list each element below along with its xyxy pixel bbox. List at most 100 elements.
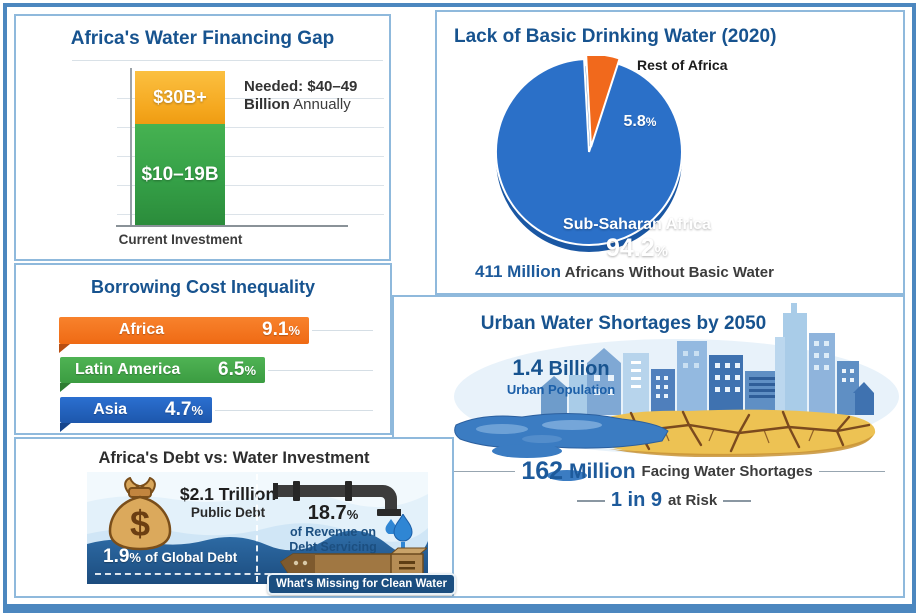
urban-population-stat: 1.4 Billion Urban Population [486,355,636,397]
panel-debt-vs-water: Africa's Debt vs: Water Investment [14,437,456,598]
revenue-unit: % [346,507,359,522]
faucet-pipe-icon [273,481,401,534]
value-unit: % [288,323,300,338]
public-debt-stat: $2.1 Trillion Public Debt [169,484,287,520]
bar-africa: Africa 9.1% [59,317,309,353]
shortage-number: 162 [521,457,564,485]
dashed-waterline [95,573,420,575]
water-drop-up-icon [393,514,413,550]
puddle-icon [492,444,562,458]
title-separator [72,60,383,61]
bar-latin-america: Latin America 6.5% [60,357,265,392]
global-debt-number: 1.9 [103,546,130,567]
panel-financing-gap: Africa's Water Financing Gap $30B+ $10–1… [14,14,391,261]
bar-label: Latin America [75,361,181,378]
bar-asia: Asia 4.7% [60,397,212,432]
dash-line [723,499,752,502]
population-value: 1.4 Billion [486,355,636,381]
x-axis-label: Current Investment [118,232,243,247]
debt-amount-value: $2.1 Trillion [179,484,277,504]
gridline [117,98,384,99]
caption-rest: Africans Without Basic Water [564,264,774,281]
water-pool-icon [454,412,669,449]
pie-minor-slice-label: Rest of Africa [637,57,728,73]
pie-major-label: Sub-Saharan Africa [563,216,711,233]
dash-line [576,499,605,502]
borrowing-title: Borrowing Cost Inequality [90,277,315,297]
panel-urban-shortages: Urban Water Shortages by 2050 [392,295,905,598]
shortage-stat-row: 162 Million Facing Water Shortages [449,457,885,486]
value-unit: % [244,363,256,378]
dollar-icon: $ [130,503,150,544]
value-number: 9.1 [262,319,289,340]
pie-title: Lack of Basic Drinking Water (2020) [454,26,777,47]
needed-line1: Needed: $40–49 [244,78,358,95]
revenue-stat: 18.7% of Revenue on Debt Servicing [277,502,389,554]
caption-strong: 411 Million [475,262,561,281]
population-unit: Billion [548,358,610,380]
dashed-divider [256,474,258,582]
needed-regular: Annually [293,96,351,113]
bar-label: Africa [118,321,165,338]
value-unit: % [191,403,203,418]
gridline [117,214,384,215]
panel-borrowing-cost: Borrowing Cost Inequality Africa 9.1% La… [14,263,392,435]
rule-line [449,471,516,472]
value-number: 6.5 [218,359,245,380]
risk-stat-row: 1 in 9 at Risk [449,489,885,512]
revenue-value: 18.7% [277,502,389,525]
major-number: 94.2 [605,234,655,262]
value-number: 4.7 [165,399,192,420]
minor-unit: % [645,115,657,129]
population-number: 1.4 [512,355,543,380]
major-unit: % [654,243,668,260]
shortage-label: Facing Water Shortages [641,463,813,480]
gridline [312,330,373,331]
pie-icon [494,52,683,252]
bar-value: 4.7% [165,397,203,423]
missing-water-badge: What's Missing for Clean Water [267,573,456,595]
city-skyline-icon [539,303,874,415]
stacked-bar-segment-current: $10–19B [135,124,225,225]
global-debt-unit: % [129,550,141,565]
bar-value: 6.5% [218,357,256,383]
risk-label: at Risk [667,492,718,509]
money-bag-icon: $ [108,477,172,551]
gridline [268,370,373,371]
population-label: Urban Population [506,382,616,397]
ribbon-fold [60,423,71,432]
gridline [215,410,373,411]
gridline [117,156,384,157]
puddle-icon [547,470,587,481]
bar-value: 9.1% [262,317,300,344]
debt-illustration: $ $2.1 Trillion Public Debt 1.9% of Globa… [87,472,456,595]
stacked-bar-segment-gap: $30B+ [135,71,225,124]
global-debt-label: of Global Debt [144,550,238,565]
needed-bold: Billion [244,96,290,113]
pie-caption: 411 Million Africans Without Basic Water [442,262,807,282]
debt-title: Africa's Debt vs: Water Investment [98,449,370,467]
bar-label: Asia [93,401,128,418]
shortage-unit: Million [569,459,636,483]
ribbon-fold [60,383,71,392]
pie-minor-value: 5.8% [607,113,673,131]
debt-amount-label: Public Debt [190,505,266,520]
y-axis [130,68,132,226]
revenue-label-1: of Revenue on [289,525,377,539]
needed-annotation: Needed: $40–49 Billion Annually [244,78,400,114]
gridline [117,127,384,128]
risk-number: 1 in 9 [610,489,662,511]
pie-chart: 5.8% Sub-Saharan Africa 94.2% [482,52,711,262]
ribbon-fold [59,344,70,353]
urban-title: Urban Water Shortages by 2050 [480,313,767,334]
financing-title: Africa's Water Financing Gap [70,28,335,49]
minor-number: 5.8 [623,113,646,130]
x-axis [116,225,348,227]
pie-major-value: 94.2% [537,234,737,263]
rule-line [818,471,885,472]
gridline [117,185,384,186]
panel-drinking-water: Lack of Basic Drinking Water (2020) 5.8%… [435,10,905,295]
revenue-number: 18.7 [307,502,347,524]
global-debt-stat: 1.9% of Global Debt [103,546,237,568]
